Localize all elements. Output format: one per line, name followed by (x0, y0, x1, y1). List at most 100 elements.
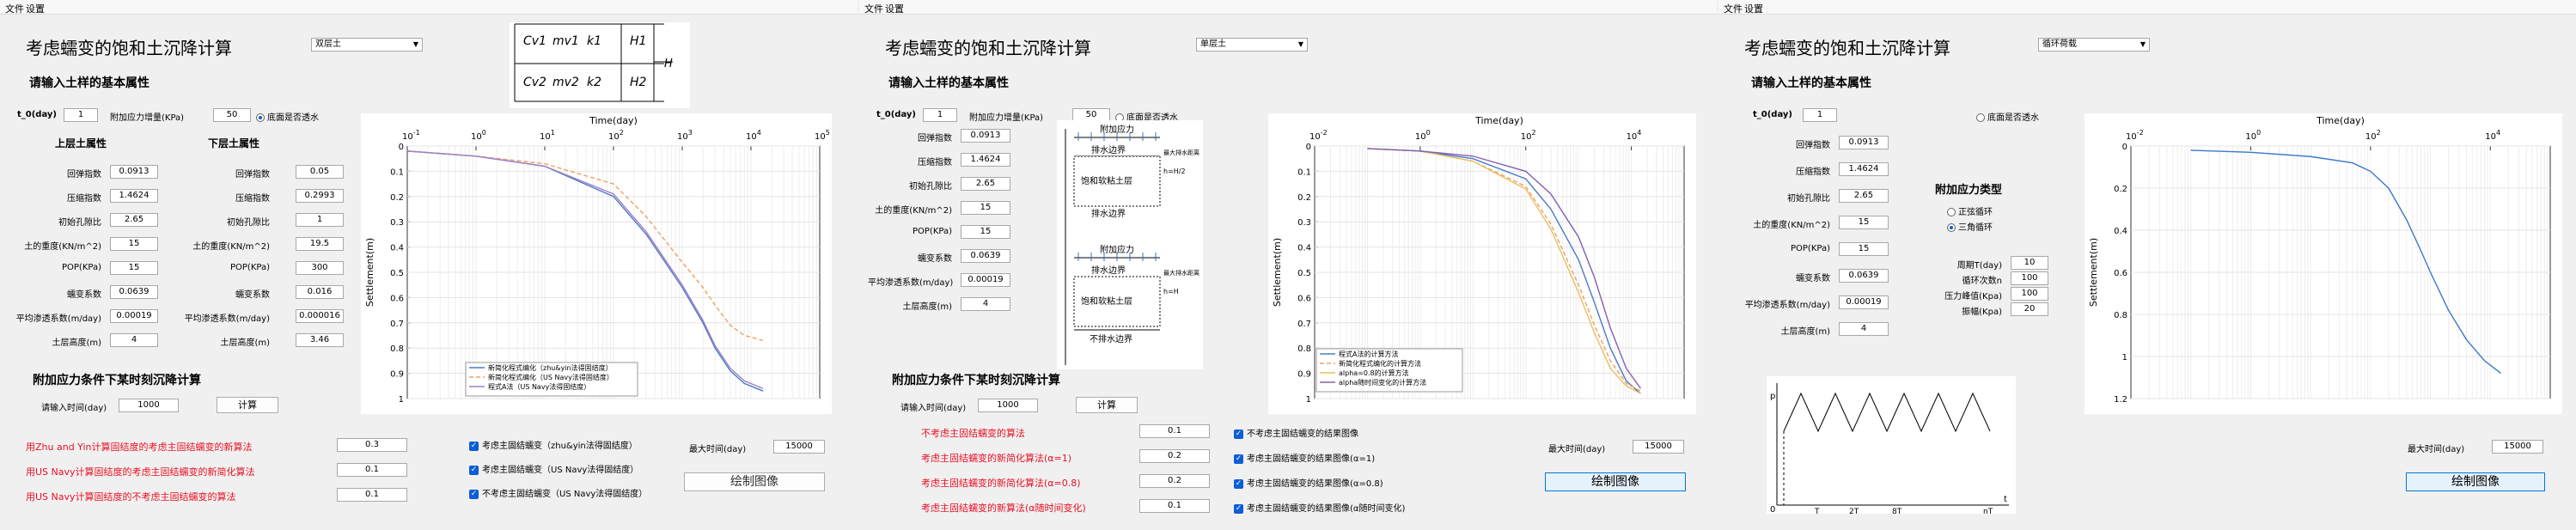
maxtime-input[interactable]: 15000 (773, 440, 825, 454)
maxtime-label: 最大时间(day) (689, 445, 747, 454)
result-value: 0.1 (1139, 424, 1210, 438)
soil-prop-input[interactable]: 0.0639 (1839, 269, 1889, 283)
load-input[interactable]: 50 (213, 108, 251, 122)
layer-diagram: Cv1 mv1 k1 H1 Cv2 mv2 k2 H2 H (510, 22, 690, 108)
load-input[interactable]: 50 (1072, 108, 1110, 122)
sketch-bottom2-label: 不排水边界 (1090, 333, 1132, 344)
y-tick-label: 1.2 (2114, 395, 2127, 405)
soil-prop-input[interactable]: 0.0639 (961, 249, 1010, 263)
x-axis-label: Time(day) (589, 115, 638, 126)
calc-button[interactable]: 计算 (1076, 397, 1138, 413)
cycle-param-input[interactable]: 100 (2011, 287, 2048, 301)
check-icon: ✓ (469, 489, 479, 499)
soil-prop-input[interactable]: 4 (961, 297, 1010, 311)
lower-prop-input[interactable]: 0.000016 (296, 309, 344, 323)
cycle-param-label: 循环次数n (1962, 277, 2002, 286)
soil-prop-input[interactable]: 4 (1839, 322, 1889, 336)
soil-prop-input[interactable]: 2.65 (1839, 189, 1889, 203)
time-input[interactable]: 1000 (119, 399, 179, 412)
calc-button[interactable]: 计算 (217, 397, 278, 413)
maxtime-input[interactable]: 15000 (2492, 440, 2543, 454)
curve-checkbox[interactable]: ✓ 考虑主固结蠕变的结果图像(α=1) (1234, 451, 1375, 464)
upper-prop-input[interactable]: 15 (110, 237, 158, 251)
upper-prop-input[interactable]: 0.0913 (110, 165, 158, 179)
h1-label: H1 (630, 34, 646, 48)
lower-prop-input[interactable]: 0.2993 (296, 189, 344, 203)
maxtime-input[interactable]: 15000 (1633, 440, 1684, 454)
soil-prop-input[interactable]: 15 (961, 225, 1010, 239)
lower-prop-input[interactable]: 300 (296, 261, 344, 275)
lower-prop-input[interactable]: 0.05 (296, 165, 344, 179)
curve-checkbox[interactable]: ✓ 考虑主固结蠕变的结果图像(α=0.8) (1234, 476, 1383, 489)
upper-prop-input[interactable]: 15 (110, 261, 158, 275)
drain-checkbox[interactable]: 底面是否透水 (256, 110, 319, 123)
curve-checkbox[interactable]: ✓ 考虑主固结蠕变的结果图像(α随时间变化) (1234, 501, 1405, 514)
legend-entry: 新简化程式编化的计算方法 (1339, 359, 1421, 368)
t0-input[interactable]: 1 (64, 108, 98, 122)
curve-checkbox[interactable]: ✓ 不考虑主固结蠕变（US Navy法得固结度） (469, 486, 647, 499)
soil-prop-input[interactable]: 0.0913 (961, 129, 1010, 143)
legend-box (465, 362, 638, 397)
soil-prop-label: 平均渗透系数(m/day) (868, 278, 954, 288)
menu-file[interactable]: 文件 (864, 3, 883, 15)
y-tick-label: 0.3 (1297, 218, 1311, 228)
cycle-param-input[interactable]: 100 (2011, 271, 2048, 285)
x-tick-label: 104 (1627, 129, 1642, 142)
upper-prop-input[interactable]: 2.65 (110, 213, 158, 227)
upper-prop-input[interactable]: 0.0639 (110, 285, 158, 299)
drain-checkbox[interactable]: 底面是否透水 (1976, 110, 2039, 123)
lower-prop-label: 平均渗透系数(m/day) (184, 314, 270, 324)
soil-prop-input[interactable]: 0.00019 (1839, 295, 1889, 309)
sketch-layer-label: 饱和软粘土层 (1081, 175, 1132, 186)
soil-prop-input[interactable]: 1.4624 (961, 153, 1010, 167)
y-tick-label: 0.5 (1297, 269, 1311, 278)
menu-settings[interactable]: 设置 (885, 3, 904, 15)
lower-prop-input[interactable]: 19.5 (296, 237, 344, 251)
y-tick-label: 0.8 (390, 344, 404, 354)
soil-prop-input[interactable]: 15 (1839, 216, 1889, 229)
curve-checkbox[interactable]: ✓ 考虑主固结蠕变（zhu&yin法得固结度） (469, 438, 638, 451)
upper-prop-input[interactable]: 0.00019 (110, 309, 158, 323)
layer-type-select[interactable]: 双层土 ▼ (311, 38, 423, 52)
result-label: 用Zhu and Yin计算固结度的考虑主固结蠕变的新算法 (26, 442, 253, 453)
menu-settings[interactable]: 设置 (1744, 3, 1763, 15)
soil-prop-input[interactable]: 15 (961, 201, 1010, 215)
radio-triangle[interactable]: 三角循环 (1947, 220, 1993, 233)
soil-prop-input[interactable]: 0.00019 (961, 273, 1010, 287)
lower-prop-input[interactable]: 1 (296, 213, 344, 227)
result-label: 不考虑主固结蠕变的算法 (921, 428, 1025, 439)
menu-file[interactable]: 文件 (1724, 3, 1743, 15)
menu-settings[interactable]: 设置 (26, 3, 45, 15)
lower-prop-input[interactable]: 3.46 (296, 333, 344, 347)
layer-type-select[interactable]: 循环荷载 ▼ (2038, 38, 2150, 52)
curve-checkbox[interactable]: ✓ 考虑主固结蠕变（US Navy法得固结度） (469, 462, 638, 475)
time-input[interactable]: 1000 (978, 399, 1038, 412)
radio-sine[interactable]: 正弦循环 (1947, 204, 1993, 217)
lower-prop-label: 回弹指数 (235, 170, 270, 180)
cycle-param-input[interactable]: 20 (2011, 302, 2048, 316)
checkbox-label: 考虑主固结蠕变的结果图像(α=0.8) (1247, 479, 1383, 489)
upper-prop-input[interactable]: 1.4624 (110, 189, 158, 203)
soil-prop-label: 回弹指数 (1796, 141, 1830, 150)
soil-prop-label: 压缩指数 (1796, 168, 1830, 177)
draw-button[interactable]: 绘制图像 (1545, 472, 1686, 491)
soil-prop-input[interactable]: 2.65 (961, 177, 1010, 191)
t0-input[interactable]: 1 (923, 108, 957, 122)
check-icon: ✓ (469, 441, 479, 451)
draw-button[interactable]: 绘制图像 (2406, 472, 2545, 491)
cycle-param-input[interactable]: 10 (2011, 256, 2048, 270)
upper-prop-input[interactable]: 4 (110, 333, 158, 347)
lower-prop-input[interactable]: 0.016 (296, 285, 344, 299)
check-icon: ✓ (1234, 478, 1243, 489)
window-panel-1: 文件 设置 考虑蠕变的饱和土沉降计算 双层土 ▼ Cv1 mv1 k1 H1 Cv… (0, 0, 858, 530)
y-tick-label: 0.6 (1297, 294, 1311, 303)
sketch-note-label-2: 最大排水距离 (1163, 269, 1199, 277)
t0-input[interactable]: 1 (1803, 108, 1837, 122)
layer-type-select[interactable]: 单层土 ▼ (1196, 38, 1308, 52)
curve-checkbox[interactable]: ✓ 不考虑主固结蠕变的结果图像 (1234, 426, 1358, 439)
soil-prop-input[interactable]: 15 (1839, 242, 1889, 256)
soil-prop-input[interactable]: 0.0913 (1839, 136, 1889, 149)
draw-button[interactable]: 绘制图像 (684, 472, 825, 491)
soil-prop-input[interactable]: 1.4624 (1839, 162, 1889, 176)
menu-file[interactable]: 文件 (5, 3, 24, 15)
